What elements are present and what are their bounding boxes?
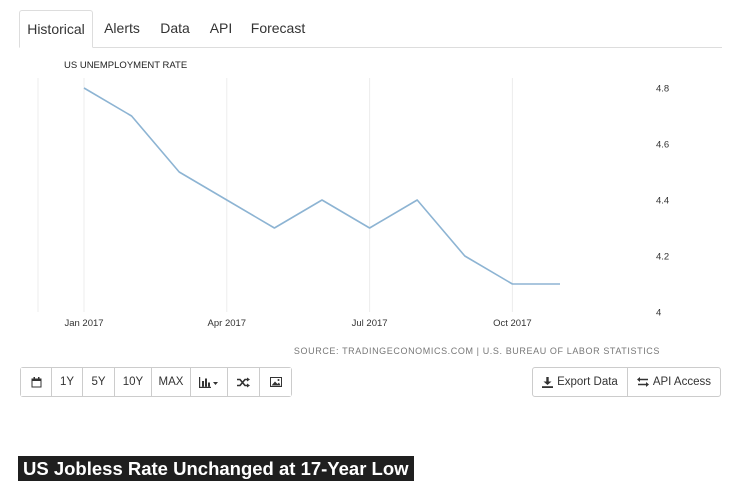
calendar-button[interactable] xyxy=(21,368,52,396)
chart-labels: Jan 2017 Apr 2017 Jul 2017 Oct 2017 4 4.2 4.4 4… xyxy=(64,84,669,330)
y-tick-label: 4.4 xyxy=(656,196,669,207)
range-button-group: 1Y 5Y 10Y MAX xyxy=(20,367,292,397)
x-tick-label: Jul 2017 xyxy=(352,318,388,329)
tab-api[interactable]: API xyxy=(209,20,233,36)
chart-container: Jan 2017 Apr 2017 Jul 2017 Oct 2017 4 4.2 4.4 4… xyxy=(19,48,722,366)
exchange-icon xyxy=(636,377,649,387)
y-tick-label: 4 xyxy=(656,308,661,319)
y-tick-label: 4.2 xyxy=(656,252,669,263)
chart-title: US UNEMPLOYMENT RATE xyxy=(64,60,187,71)
x-tick-label: Jan 2017 xyxy=(64,318,103,329)
article-headline: US Jobless Rate Unchanged at 17-Year Low xyxy=(18,456,414,481)
api-access-label: API Access xyxy=(652,376,711,388)
x-tick-label: Oct 2017 xyxy=(493,318,532,329)
tab-forecast[interactable]: Forecast xyxy=(250,20,306,36)
tab-alerts[interactable]: Alerts xyxy=(104,20,140,36)
tab-historical[interactable]: Historical xyxy=(19,10,93,48)
y-tick-label: 4.6 xyxy=(656,140,669,151)
export-data-label: Export Data xyxy=(557,376,618,388)
download-image-button[interactable] xyxy=(260,368,291,396)
image-icon xyxy=(269,377,282,387)
chart-source: SOURCE: TRADINGECONOMICS.COM | U.S. BURE… xyxy=(294,346,660,356)
series-line xyxy=(83,87,560,285)
range-10y-button[interactable]: 10Y xyxy=(115,368,152,396)
download-icon xyxy=(542,376,554,388)
chart-series xyxy=(83,87,561,285)
range-max-button[interactable]: MAX xyxy=(152,368,191,396)
tab-data[interactable]: Data xyxy=(160,20,190,36)
compare-button[interactable] xyxy=(228,368,260,396)
api-access-button[interactable]: API Access xyxy=(628,368,720,396)
calendar-icon xyxy=(31,376,41,387)
export-button-group: Export Data API Access xyxy=(532,367,721,397)
unemployment-chart: Jan 2017 Apr 2017 Jul 2017 Oct 2017 4 4.2 4.4 4… xyxy=(37,60,669,356)
range-1y-button[interactable]: 1Y xyxy=(52,368,83,396)
x-tick-label: Apr 2017 xyxy=(208,318,247,329)
shuffle-icon xyxy=(237,377,250,387)
export-data-button[interactable]: Export Data xyxy=(533,368,628,396)
bar-chart-dropdown-icon xyxy=(199,376,218,388)
y-tick-label: 4.8 xyxy=(656,84,669,95)
chart-toolbar: 1Y 5Y 10Y MAX xyxy=(20,367,721,398)
chart-type-dropdown[interactable] xyxy=(191,368,228,396)
chart-grid xyxy=(37,78,513,312)
tab-bar: Historical Alerts Data API Forecast xyxy=(19,10,722,48)
range-5y-button[interactable]: 5Y xyxy=(83,368,115,396)
